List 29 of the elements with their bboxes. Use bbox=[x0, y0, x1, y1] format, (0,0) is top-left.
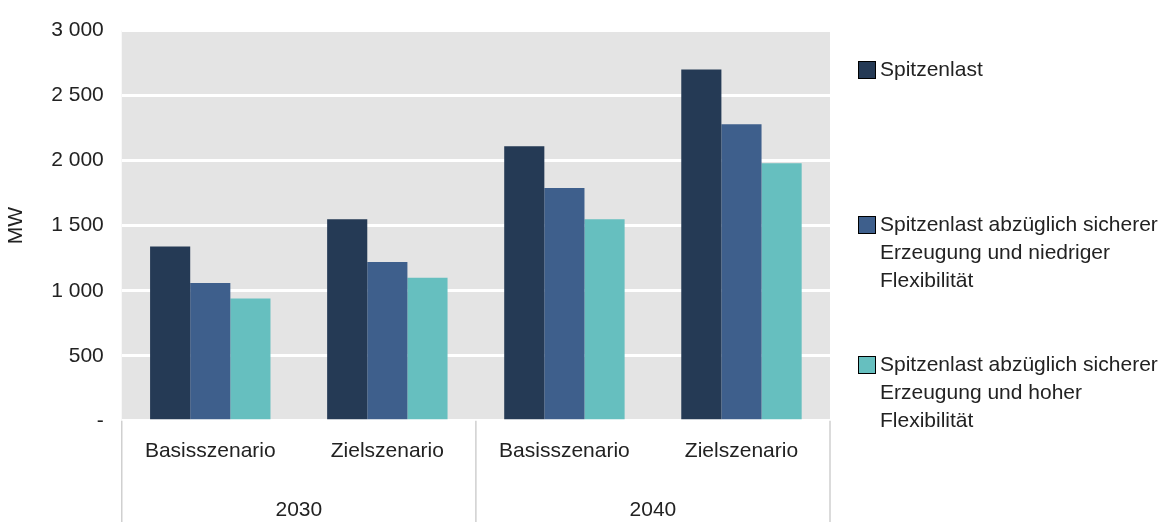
y-tick-label: - bbox=[96, 407, 104, 431]
y-axis-title: MW bbox=[3, 206, 27, 245]
text: 2030 bbox=[275, 497, 323, 521]
x-tick-label: Zielszenario bbox=[330, 438, 444, 462]
legend-label: Spitzenlast abzüglich sicherer Erzeugung und hoher Flexibilität bbox=[880, 351, 1158, 433]
bar bbox=[544, 187, 585, 420]
bar bbox=[327, 219, 368, 420]
bar bbox=[761, 163, 802, 420]
text: 2040 bbox=[629, 497, 677, 521]
y-tick-label: 2 000 bbox=[51, 147, 104, 171]
y-tick-label: 500 bbox=[68, 342, 104, 366]
y-tick-label: 2 500 bbox=[51, 82, 104, 106]
bar bbox=[150, 246, 191, 420]
x-tick-label: Zielszenario bbox=[684, 438, 799, 462]
bar bbox=[230, 298, 271, 420]
y-tick-label: 3 000 bbox=[51, 17, 104, 41]
bar bbox=[721, 124, 762, 420]
bar bbox=[407, 277, 448, 420]
y-tick-label: 1 000 bbox=[51, 277, 104, 301]
legend-label: Spitzenlast abzüglich sicherer Erzeugung und niedriger Flexibilität bbox=[880, 211, 1158, 293]
x-tick-label: Basisszenario bbox=[499, 438, 630, 462]
bar bbox=[190, 282, 231, 420]
bar bbox=[504, 146, 545, 420]
bar bbox=[367, 262, 408, 420]
bar bbox=[681, 69, 722, 420]
bar bbox=[584, 219, 625, 420]
legend-label: Spitzenlast bbox=[880, 56, 983, 82]
y-tick-label: 1 500 bbox=[51, 212, 104, 236]
x-tick-label: Basisszenario bbox=[144, 438, 276, 462]
